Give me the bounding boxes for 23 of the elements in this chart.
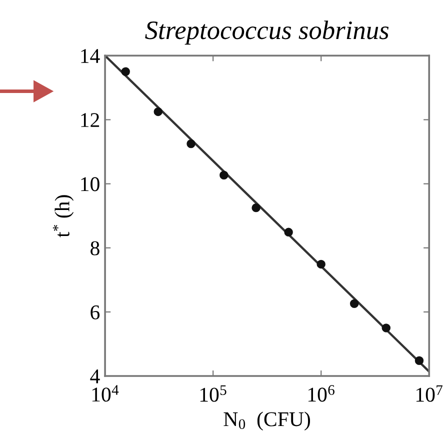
- y-tick-label: 6: [90, 305, 100, 320]
- point: [414, 356, 424, 366]
- point: [154, 107, 162, 116]
- x-tick-label: 10$^{4}$: [92, 385, 119, 402]
- y-tick-label: 12: [81, 113, 100, 127]
- y-axis-title: t$^{*}$ (h): [52, 195, 74, 238]
- chart-title: Streptococcus sobrinus: [145, 20, 389, 45]
- point: [284, 228, 293, 237]
- point: [350, 299, 359, 308]
- point: [252, 203, 260, 212]
- point: [382, 324, 390, 332]
- x-tick-label: 10$^{7}$: [416, 385, 443, 402]
- y-tick-label: 8: [90, 241, 100, 256]
- point: [121, 67, 130, 76]
- y-tick-label: 14: [81, 49, 100, 63]
- x-tick-label: 10$^{6}$: [308, 385, 334, 402]
- y-tick-label: 10: [81, 177, 100, 192]
- y-tick-label: 4: [90, 370, 100, 384]
- x-tick-label: 10$^{5}$: [200, 385, 226, 402]
- point: [186, 139, 196, 148]
- point: [220, 170, 228, 180]
- x-axis-title: N$_{0}$ (CFU): [224, 412, 310, 430]
- point: [316, 260, 326, 269]
